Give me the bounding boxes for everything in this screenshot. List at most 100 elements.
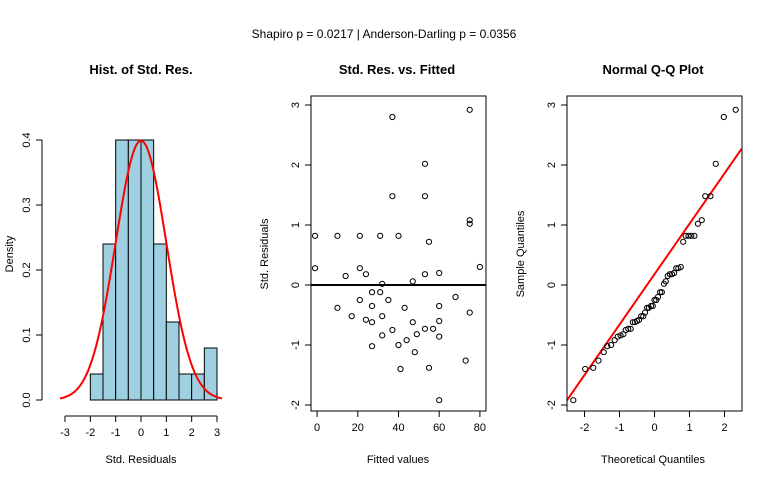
qq-x-label: Theoretical Quantiles [601,454,705,466]
qq-point [680,238,687,245]
histogram-x-tick-label: -2 [85,427,95,439]
residual-point [421,193,429,200]
residual-point [368,319,376,326]
histogram-bar [102,243,117,401]
histogram-x-label: Std. Residuals [106,454,177,466]
residual-point [401,304,408,311]
residual-point [409,278,416,285]
residuals-vs-fitted-x-label: Fitted values [367,454,430,466]
histogram-bar [127,139,142,401]
qq-point [629,319,636,326]
residual-point [436,302,443,310]
histogram-y-tick-label: 0.4 [21,132,33,147]
residual-point [368,302,376,310]
residual-point [311,232,319,239]
residual-point [389,113,396,121]
qq-point [614,333,621,340]
residual-point [395,341,402,349]
qq-point [640,313,647,320]
qq-point [688,232,695,239]
residual-point [356,296,363,304]
residual-point [409,319,416,326]
residual-point [379,280,386,287]
qq-point [651,296,658,304]
histogram-x-tick-label: 2 [189,427,195,439]
qq-reference-line [567,146,742,402]
histogram-bar [165,321,180,401]
qq-y-axis: -2 -1 0 1 2 3 [546,102,568,410]
histogram-bar [203,347,218,401]
residual-point [356,232,363,239]
histogram-panel: Hist. of Std. Res. -3 -2 -1 0 1 2 3 0.00.10.20… [4,62,223,466]
qq-point [582,365,589,373]
qq-point [698,217,705,224]
histogram-bars [89,139,218,401]
residual-point [421,271,429,278]
residuals-vs-fitted-y-tick-label: -2 [290,400,302,410]
qq-point [658,289,665,296]
qq-point [604,343,611,350]
residual-point [342,272,349,280]
residual-point [421,325,429,332]
residuals-vs-fitted-plot-box [310,95,487,412]
residuals-vs-fitted-y-tick-label: 2 [290,162,302,168]
residuals-vs-fitted-y-label: Std. Residuals [259,218,271,289]
residuals-vs-fitted-panel: Std. Res. vs. Fitted 0 20 40 60 80 -2-10123 … [259,62,487,466]
residuals-vs-fitted-x-axis: 0 20 40 60 80 [314,410,486,434]
residuals-vs-fitted-y-tick-label: 1 [290,222,302,228]
residuals-vs-fitted-x-tick-label: 40 [392,422,404,434]
qq-point [691,232,698,239]
qq-plot-panel: Normal Q-Q Plot -2 -1 0 1 2 -2 -1 0 1 2 3 Theoret… [515,62,743,466]
histogram-y-tick-label: 0.1 [21,327,33,342]
residuals-vs-fitted-x-tick-label: 60 [433,422,445,434]
qq-point [720,113,727,121]
residual-point [429,325,437,332]
histogram-title: Hist. of Std. Res. [89,62,192,77]
histogram-x-tick-label: 3 [214,427,220,439]
qq-point [694,220,702,227]
residual-point [452,293,459,301]
residual-point [466,309,473,316]
residual-point [385,296,392,304]
histogram-x-tick-label: 1 [163,427,169,439]
residual-point [436,269,443,277]
qq-point [590,364,597,371]
residual-point [466,106,473,113]
residual-point [362,271,370,278]
residual-point [436,397,443,404]
qq-point [570,397,577,404]
residual-point [356,265,363,272]
residual-point [395,232,402,239]
residual-point [368,289,376,296]
histogram-bar [178,373,193,401]
residual-point [425,238,433,245]
qq-point [627,325,634,332]
residual-point [476,263,483,271]
residual-point [311,265,319,272]
residual-point [379,332,386,339]
residual-point [368,343,376,350]
qq-point [712,160,719,167]
residual-point [421,160,429,167]
qq-point [649,302,656,310]
residuals-vs-fitted-x-tick-label: 20 [352,422,364,434]
histogram-bar [140,139,155,401]
residual-point [334,232,341,239]
histogram-y-label: Density [4,235,16,272]
histogram-x-axis: -3 -2 -1 0 1 2 3 [60,415,220,439]
residuals-vs-fitted-title: Std. Res. vs. Fitted [339,62,455,77]
qq-point [653,296,660,304]
residuals-vs-fitted-x-tick-label: 0 [314,422,320,434]
residual-point [462,357,469,364]
qq-x-tick-label: -2 [580,422,590,434]
histogram-y-tick-label: 0.3 [21,197,33,212]
residual-point [397,365,404,373]
residual-point [403,337,410,344]
residual-point [379,313,386,320]
qq-point [595,357,602,364]
histogram-x-tick-label: -3 [60,427,70,439]
qq-point [625,325,632,332]
residual-point [362,316,370,323]
histogram-y-axis: 0.0 0.1 0.2 0.3 0.4 [21,132,43,408]
residuals-vs-fitted-y-tick-label: 0 [290,282,302,288]
